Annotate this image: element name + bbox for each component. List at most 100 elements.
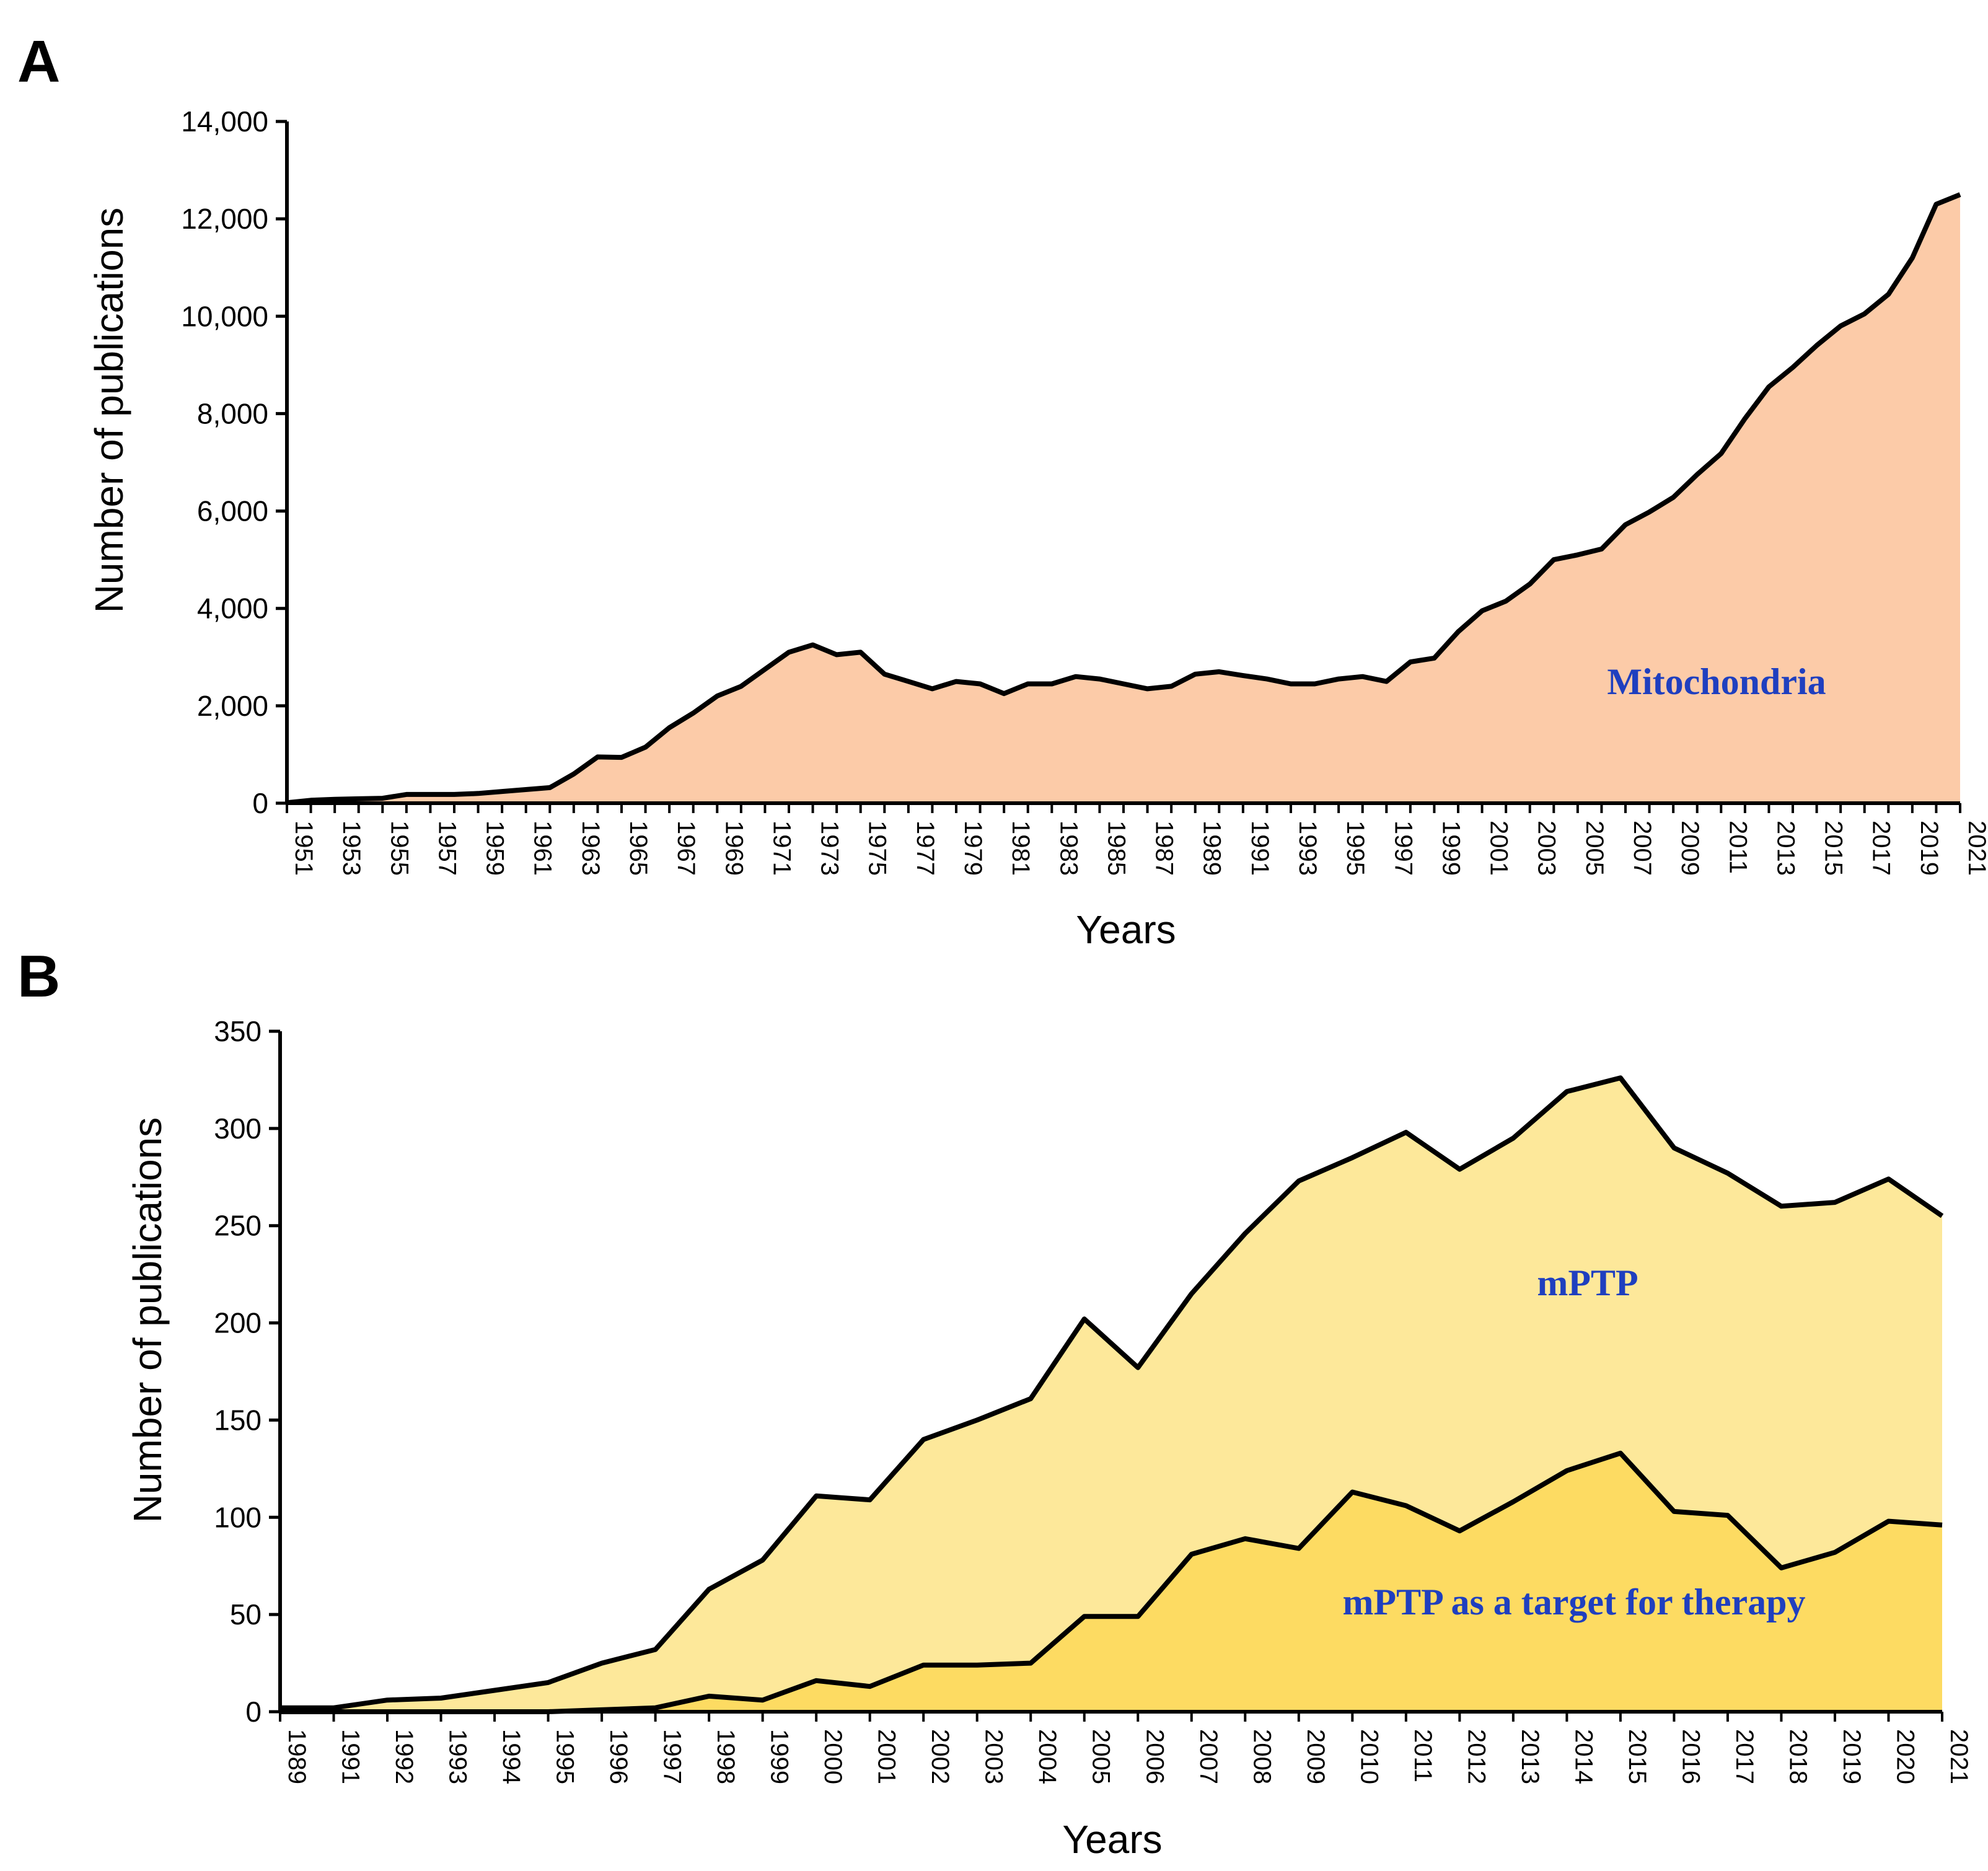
y-tick-label: 0 <box>245 1696 262 1728</box>
area-mptp-therapy <box>280 1453 1942 1712</box>
y-tick-label: 6,000 <box>197 495 268 527</box>
x-tick-label: 2013 <box>1772 821 1799 876</box>
x-tick-label: 2001 <box>1485 821 1513 876</box>
y-ticks-a: 0 2,000 4,000 6,000 8,000 10,000 12,000 14,000 <box>181 105 287 819</box>
y-tick-label: 150 <box>214 1404 262 1436</box>
x-tick-label: 1953 <box>338 821 365 876</box>
panel-label-a: A <box>17 29 60 95</box>
x-tick-label: 2008 <box>1248 1729 1275 1784</box>
x-tick-label: 1995 <box>1342 821 1369 876</box>
x-tick-label: 2007 <box>1195 1729 1222 1784</box>
panel-label-b: B <box>17 943 60 1010</box>
x-axis-title-a: Years <box>1076 907 1176 952</box>
x-tick-label: 2015 <box>1624 1729 1651 1784</box>
x-tick-label: 2017 <box>1868 821 1895 876</box>
x-tick-label: 2003 <box>980 1729 1008 1784</box>
y-tick-label: 0 <box>252 787 268 819</box>
x-tick-label: 1965 <box>625 821 652 876</box>
x-tick-label: 2003 <box>1533 821 1560 876</box>
x-tick-label: 1989 <box>1199 821 1226 876</box>
x-tick-label: 1999 <box>766 1729 793 1784</box>
x-ticks-a: 1951 1953 1955 1957 1959 1961 1963 1965 1967 1969… <box>286 803 1988 876</box>
x-tick-label: 1979 <box>959 821 987 876</box>
x-tick-label: 2004 <box>1034 1729 1061 1784</box>
y-tick-label: 8,000 <box>197 397 268 429</box>
x-tick-label: 1973 <box>816 821 843 876</box>
x-tick-label: 1993 <box>444 1729 472 1784</box>
x-tick-label: 2007 <box>1629 821 1656 876</box>
line-mptp <box>280 1075 1944 1710</box>
x-tick-label: 2018 <box>1784 1729 1811 1784</box>
x-tick-label: 1969 <box>720 821 747 876</box>
x-tick-label: 1991 <box>1246 821 1273 876</box>
x-tick-label: 2006 <box>1141 1729 1168 1784</box>
annotation-mptp-therapy: mPTP as a target for therapy <box>1342 1582 1805 1622</box>
x-tick-label: 2005 <box>1581 821 1608 876</box>
y-axis-title-a: Number of publications <box>87 208 131 614</box>
x-tick-label: 1997 <box>1389 821 1417 876</box>
x-tick-label: 2019 <box>1915 821 1943 876</box>
area-mitochondria <box>287 194 1960 803</box>
chart-a: 02,0004,0006,0008,00010,00012,00014,000 … <box>87 105 1988 952</box>
x-tick-label: 2010 <box>1355 1729 1383 1784</box>
x-tick-label: 1955 <box>385 821 413 876</box>
x-ticks-b: 1989 1991 1992 1993 1994 1995 1996 1997 1998 1999… <box>279 1712 1973 1784</box>
x-tick-label: 2011 <box>1724 821 1751 874</box>
x-tick-label: 1957 <box>433 821 460 876</box>
annotation-mitochondria: Mitochondria <box>1607 661 1826 702</box>
x-tick-label: 1967 <box>672 821 700 876</box>
x-tick-label: 1989 <box>283 1729 310 1784</box>
y-tick-label: 14,000 <box>181 105 268 138</box>
y-tick-label: 300 <box>214 1112 262 1145</box>
x-tick-label: 2021 <box>1945 1729 1973 1784</box>
x-tick-label: 2014 <box>1570 1729 1597 1784</box>
x-tick-label: 2020 <box>1891 1729 1919 1784</box>
x-tick-label: 2012 <box>1462 1729 1490 1784</box>
y-tick-label: 12,000 <box>181 203 268 235</box>
y-tick-label: 100 <box>214 1501 262 1533</box>
x-tick-label: 1981 <box>1007 821 1034 876</box>
x-tick-label: 1993 <box>1294 821 1321 876</box>
x-tick-label: 2015 <box>1820 821 1847 876</box>
x-tick-label: 2000 <box>819 1729 847 1784</box>
x-tick-label: 1959 <box>482 821 509 876</box>
x-tick-label: 1977 <box>912 821 939 876</box>
x-tick-label: 2013 <box>1516 1729 1544 1784</box>
x-tick-label: 1975 <box>864 821 891 876</box>
x-tick-label: 1999 <box>1437 821 1464 876</box>
x-tick-label: 2011 <box>1409 1729 1436 1782</box>
x-tick-label: 1995 <box>552 1729 579 1784</box>
x-tick-label: 2002 <box>926 1729 954 1784</box>
x-tick-label: 2009 <box>1302 1729 1329 1784</box>
x-tick-label: 2005 <box>1088 1729 1115 1784</box>
x-tick-label: 1963 <box>577 821 604 876</box>
x-axis-title-b: Years <box>1062 1817 1162 1862</box>
x-tick-label: 1991 <box>337 1729 364 1784</box>
y-axis-title-b: Number of publications <box>125 1117 170 1523</box>
x-tick-label: 2017 <box>1731 1729 1758 1784</box>
y-tick-label: 50 <box>230 1598 262 1631</box>
x-tick-label: 2016 <box>1677 1729 1704 1784</box>
line-mitochondria <box>286 192 1961 806</box>
y-ticks-b: 0 50 100 150 200 250 300 350 <box>214 1015 280 1728</box>
y-tick-label: 2,000 <box>197 690 268 722</box>
annotation-mptp: mPTP <box>1537 1262 1638 1303</box>
y-tick-label: 10,000 <box>181 300 268 332</box>
x-tick-label: 2001 <box>873 1729 900 1784</box>
x-tick-label: 1997 <box>659 1729 686 1784</box>
y-tick-label: 4,000 <box>197 592 268 625</box>
x-tick-label: 1994 <box>498 1729 525 1784</box>
x-tick-label: 1998 <box>712 1729 739 1784</box>
x-tick-label: 1985 <box>1102 821 1130 876</box>
x-tick-label: 2009 <box>1676 821 1704 876</box>
x-tick-label: 2021 <box>1963 821 1988 876</box>
x-tick-label: 1971 <box>768 821 795 876</box>
x-tick-label: 1951 <box>290 821 317 876</box>
x-tick-label: 2019 <box>1838 1729 1865 1784</box>
y-tick-label: 200 <box>214 1307 262 1339</box>
x-tick-label: 1961 <box>529 821 556 876</box>
x-tick-label: 1996 <box>605 1729 632 1784</box>
y-tick-label: 350 <box>214 1015 262 1047</box>
